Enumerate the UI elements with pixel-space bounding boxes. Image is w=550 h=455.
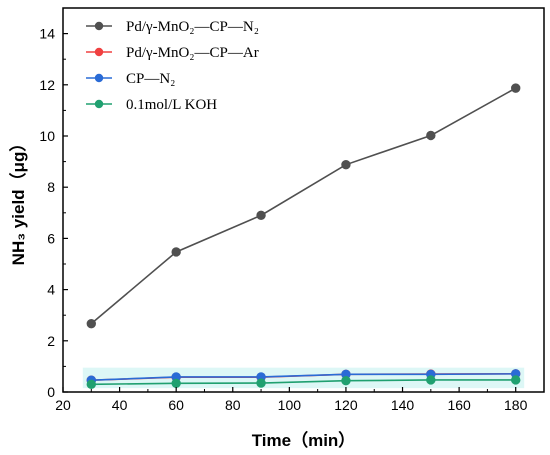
x-tick-label: 60 <box>168 397 184 413</box>
data-point <box>426 130 436 141</box>
x-tick-label: 20 <box>55 397 71 413</box>
data-point <box>511 83 521 93</box>
legend: Pd/γ-MnO₂—CP—N₂ Pd/γ-MnO₂—CP—Ar CP—N₂ 0.1mo… <box>86 19 259 113</box>
x-tick-label: 80 <box>225 397 241 413</box>
y-tick-label: 14 <box>39 26 55 42</box>
legend-swatch-marker <box>94 21 104 31</box>
legend-label: CP—N₂ <box>126 71 175 87</box>
x-tick-label: 160 <box>447 397 471 413</box>
data-point <box>341 376 351 386</box>
legend-item: Pd/γ-MnO₂—CP—N₂ <box>86 19 259 35</box>
legend-label: 0.1mol/L KOH <box>126 97 217 113</box>
axes: 20 40 60 80 100 120 140 160 180 0 2 4 6 8 10 12 14 <box>39 7 545 413</box>
data-point <box>86 318 96 329</box>
legend-swatch-marker <box>94 47 104 57</box>
data-point <box>256 210 266 221</box>
y-tick-label: 0 <box>47 384 55 400</box>
series-0 <box>86 83 521 329</box>
series-line <box>90 87 517 325</box>
legend-item: Pd/γ-MnO₂—CP—Ar <box>86 45 259 61</box>
x-tick-label: 180 <box>504 397 528 413</box>
data-point <box>426 375 436 385</box>
y-tick-label: 8 <box>47 179 55 195</box>
legend-swatch-marker <box>94 99 104 109</box>
x-tick-label: 40 <box>112 397 128 413</box>
data-point <box>171 247 181 257</box>
plot-frame <box>62 7 545 393</box>
data-point <box>341 159 351 170</box>
y-tick-label: 4 <box>47 282 55 298</box>
y-tick-label: 2 <box>47 333 55 349</box>
data-point <box>511 375 521 385</box>
legend-item: 0.1mol/L KOH <box>86 97 217 113</box>
data-point <box>256 378 266 388</box>
y-tick-label: 12 <box>39 77 55 93</box>
data-point <box>86 379 96 390</box>
plot-area <box>82 83 525 390</box>
series-3 <box>86 375 521 390</box>
legend-label: Pd/γ-MnO₂—CP—N₂ <box>126 19 259 35</box>
x-tick-label: 100 <box>278 397 302 413</box>
data-point <box>171 378 181 388</box>
y-tick-label: 6 <box>47 230 55 246</box>
x-axis-title: Time（min） <box>252 430 356 450</box>
legend-item: CP—N₂ <box>86 71 175 87</box>
y-tick-label: 10 <box>39 128 55 144</box>
x-tick-label: 140 <box>391 397 415 413</box>
series-line <box>91 373 516 382</box>
series-line <box>91 379 516 386</box>
legend-label: Pd/γ-MnO₂—CP—Ar <box>126 45 259 61</box>
y-axis-title: NH₃ yield（μg） <box>8 135 28 266</box>
x-tick-label: 120 <box>334 397 358 413</box>
legend-swatch-marker <box>94 73 104 83</box>
